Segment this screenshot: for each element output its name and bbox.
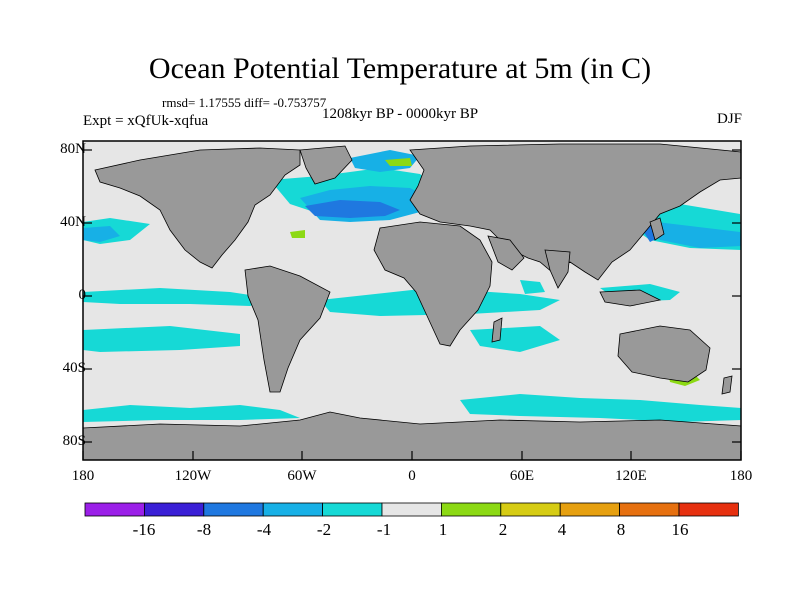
colorbar-swatch [678,502,739,517]
y-tick-label: 0 [78,287,87,303]
japan [649,217,665,241]
x-tick-label: 180 [71,468,95,484]
colorbar-label: -4 [256,520,272,539]
colorbar-label: -2 [316,520,332,539]
x-tick-label: 180 [729,468,753,484]
new-zealand [721,375,733,395]
map-title: Ocean Potential Temperature at 5m (in C) [148,52,652,85]
x-tick-label: 120W [174,468,212,484]
colorbar-swatch [619,502,680,517]
india [544,249,571,289]
colorbar-swatch [440,502,502,517]
north-america [94,147,301,269]
indonesia [599,289,662,307]
x-tick-label: 0 [408,468,416,484]
colorbar-label: -1 [376,520,392,539]
south-america [244,265,331,393]
greenland [299,145,353,185]
colorbar-label: -16 [132,520,156,539]
colorbar-label: -8 [196,520,212,539]
colorbar-label: 8 [616,520,626,539]
colorbar-swatch [500,502,561,517]
madagascar [491,317,503,343]
season-label: DJF [716,111,742,127]
australia [617,325,711,383]
x-tick-label: 120E [615,468,647,484]
colorbar-swatch [262,502,324,517]
colorbar-swatch [322,502,383,517]
y-tick-label: 40S [62,360,86,376]
colorbar-label: 16 [671,520,689,539]
y-tick-label: 80N [60,141,86,157]
africa [373,221,493,347]
arabia [487,235,525,271]
colorbar-swatch [84,502,145,517]
colorbar-swatch [203,502,264,517]
axis-ticks [82,149,742,460]
experiment-label: Expt = xQfUk-xqfua [83,113,209,129]
y-tick-label: 80S [62,433,86,449]
land-masses [82,143,742,461]
colorbar-label: 2 [498,520,508,539]
colorbar-swatch [143,502,205,517]
x-tick-label: 60W [287,468,317,484]
colorbar-swatch [381,502,442,517]
colorbar-label: 4 [557,520,567,539]
colorbar-swatch [559,502,621,517]
x-tick-label: 60E [509,468,535,484]
colorbar-label: 1 [438,520,448,539]
time-period-label: 1208kyr BP - 0000kyr BP [322,106,479,122]
y-tick-label: 40N [60,214,86,230]
colorbar [84,502,739,517]
rmsd-diff-stats: rmsd= 1.17555 diff= -0.753757 [162,95,327,110]
